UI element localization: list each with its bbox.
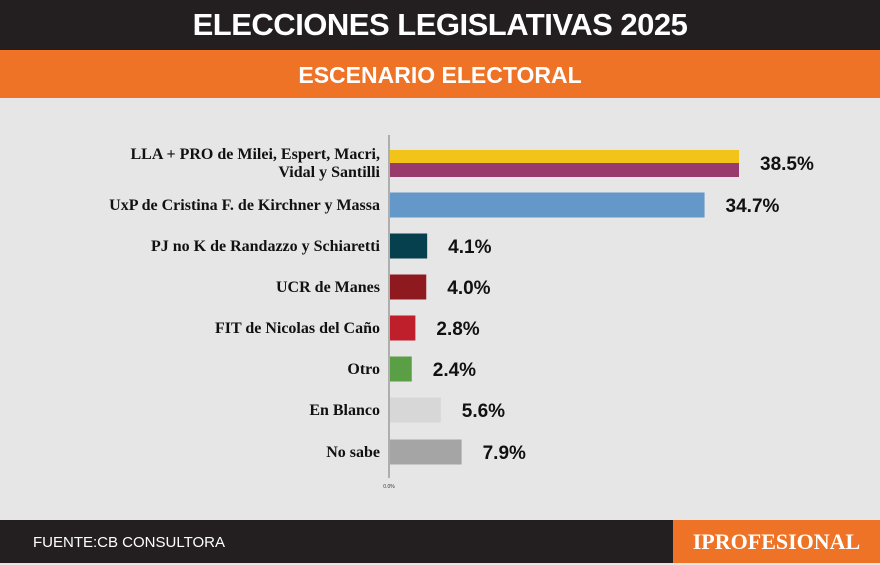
category-label: Otro <box>347 361 380 378</box>
value-label: 34.7% <box>726 196 780 217</box>
category-label: UCR de Manes <box>276 279 380 296</box>
bar <box>390 233 428 259</box>
footer: FUENTE:CB CONSULTORA IPROFESIONAL <box>0 520 880 563</box>
category-label: Vidal y Santilli <box>278 164 380 181</box>
value-label: 2.4% <box>433 360 476 381</box>
bar-chart: 0.0% 38.5% LLA + PRO de Milei, Espert, Mac… <box>109 135 814 490</box>
category-label: LLA + PRO de Milei, Espert, Macri, <box>130 146 380 163</box>
value-label: 4.1% <box>448 237 491 258</box>
bar <box>390 439 462 465</box>
category-label: PJ no K de Randazzo y Schiaretti <box>151 238 381 255</box>
category-label: No sabe <box>326 444 380 461</box>
category-label: FIT de Nicolas del Caño <box>215 320 380 337</box>
value-label: 4.0% <box>447 278 490 299</box>
source-text: FUENTE:CB CONSULTORA <box>33 534 225 551</box>
bar <box>390 315 416 341</box>
page-subtitle: ESCENARIO ELECTORAL <box>0 50 880 98</box>
bar-segment <box>390 150 739 163</box>
value-label: 38.5% <box>760 154 814 175</box>
category-label: UxP de Cristina F. de Kirchner y Massa <box>109 197 380 214</box>
value-label: 5.6% <box>462 401 505 422</box>
bar <box>390 274 427 300</box>
bar <box>390 356 412 382</box>
bar-segment <box>390 163 739 177</box>
value-label: 7.9% <box>483 443 526 464</box>
page-title: ELECCIONES LEGISLATIVAS 2025 <box>0 0 880 50</box>
iprofesional-logo: IPROFESIONAL <box>673 520 880 563</box>
value-label: 2.8% <box>436 319 479 340</box>
category-label: En Blanco <box>309 402 380 419</box>
bar <box>390 397 441 423</box>
x-tick-label: 0.0% <box>383 484 395 490</box>
bar <box>390 192 705 218</box>
